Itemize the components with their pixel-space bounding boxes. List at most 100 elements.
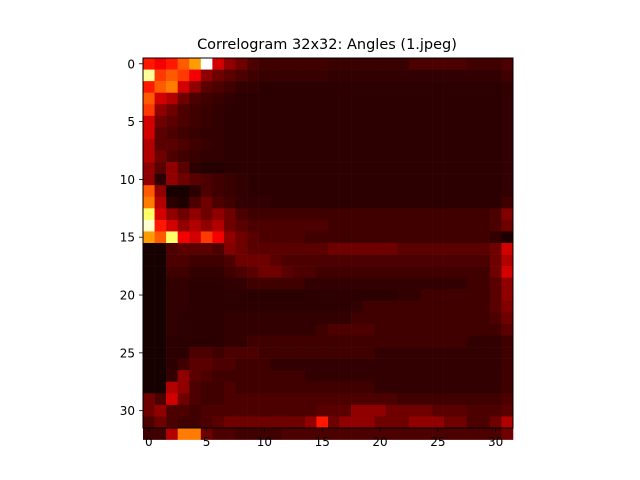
heatmap-cell [385,69,398,82]
heatmap-cell [166,219,178,232]
heatmap-cell [351,196,363,209]
heatmap-cell [223,219,236,232]
heatmap-cell [189,92,202,105]
heatmap-cell [247,81,259,93]
heatmap-cell [362,254,375,267]
heatmap-cell [200,312,213,325]
heatmap-cell [189,370,202,383]
heatmap-cell [200,81,213,93]
heatmap-cell [258,393,271,406]
heatmap-cell [247,335,259,348]
heatmap-cell [189,58,202,70]
heatmap-cell [154,69,167,82]
heatmap-cell [247,150,259,163]
heatmap-cell [212,92,225,105]
heatmap-cell [177,416,190,429]
heatmap-cell [223,69,236,82]
heatmap-cell [443,370,456,383]
heatmap-cell [339,115,352,128]
heatmap-cell [247,358,259,371]
heatmap-cell [455,428,468,440]
x-tick-label: 10 [257,435,272,449]
heatmap-cell [362,323,375,336]
heatmap-cell [143,173,155,186]
heatmap-cell [200,173,213,186]
y-tick-label: 20 [120,289,135,303]
heatmap-cell [443,428,456,440]
heatmap-cell [466,92,479,105]
heatmap-cell [304,393,317,406]
heatmap-cell [443,300,456,313]
heatmap-cell [385,289,398,302]
heatmap-cell [374,347,387,359]
heatmap-cell [293,231,306,244]
heatmap-cell [501,138,514,151]
heatmap-cell [478,416,491,429]
heatmap-cell [293,81,306,93]
heatmap-cell [166,428,178,440]
heatmap-cell [455,231,468,244]
heatmap-cell [466,58,479,70]
heatmap-cell [177,127,190,140]
heatmap-cell [200,196,213,209]
heatmap-cell [443,162,456,174]
heatmap-cell [189,335,202,348]
heatmap-cell [362,104,375,117]
heatmap-cell [304,173,317,186]
heatmap-cell [328,266,340,278]
heatmap-cell [351,162,363,174]
heatmap-cell [397,185,410,198]
heatmap-cell [177,358,190,371]
heatmap-cell [408,162,421,174]
heatmap-cell [143,243,155,255]
heatmap-cell [143,416,155,429]
heatmap-cell [489,277,502,290]
heatmap-cell [455,266,468,278]
heatmap-cell [177,428,190,440]
heatmap-cell [432,115,444,128]
heatmap-cell [374,416,387,429]
heatmap-cell [316,127,329,140]
heatmap-cell [258,115,271,128]
heatmap-cell [247,185,259,198]
heatmap-cell [420,393,433,406]
heatmap-cell [304,358,317,371]
heatmap-cell [443,254,456,267]
heatmap-cell [501,277,514,290]
heatmap-cell [501,208,514,221]
heatmap-cell [212,358,225,371]
heatmap-cell [200,69,213,82]
heatmap-cell [154,127,167,140]
heatmap-cell [443,404,456,417]
heatmap-cell [455,92,468,105]
heatmap-cell [455,127,468,140]
heatmap-cell [281,266,294,278]
heatmap-cell [455,208,468,221]
heatmap-cell [455,58,468,70]
heatmap-cell [166,185,178,198]
heatmap-cell [466,266,479,278]
heatmap-cell [385,370,398,383]
heatmap-cell [281,185,294,198]
heatmap-cell [223,104,236,117]
heatmap-cell [397,312,410,325]
heatmap-cell [478,127,491,140]
heatmap-cell [374,127,387,140]
heatmap-cell [304,404,317,417]
heatmap-cell [189,312,202,325]
heatmap-cell [374,104,387,117]
heatmap-cell [501,219,514,232]
heatmap-cell [466,254,479,267]
heatmap-cell [212,196,225,209]
heatmap-cell [143,115,155,128]
heatmap-cell [478,208,491,221]
heatmap-cell [143,370,155,383]
heatmap-cell [501,347,514,359]
heatmap-cell [143,300,155,313]
heatmap-cell [420,266,433,278]
y-tick-label: 15 [120,231,135,245]
heatmap-cell [328,404,340,417]
heatmap-cell [235,381,248,394]
heatmap-cell [397,323,410,336]
heatmap-cell [316,416,329,429]
